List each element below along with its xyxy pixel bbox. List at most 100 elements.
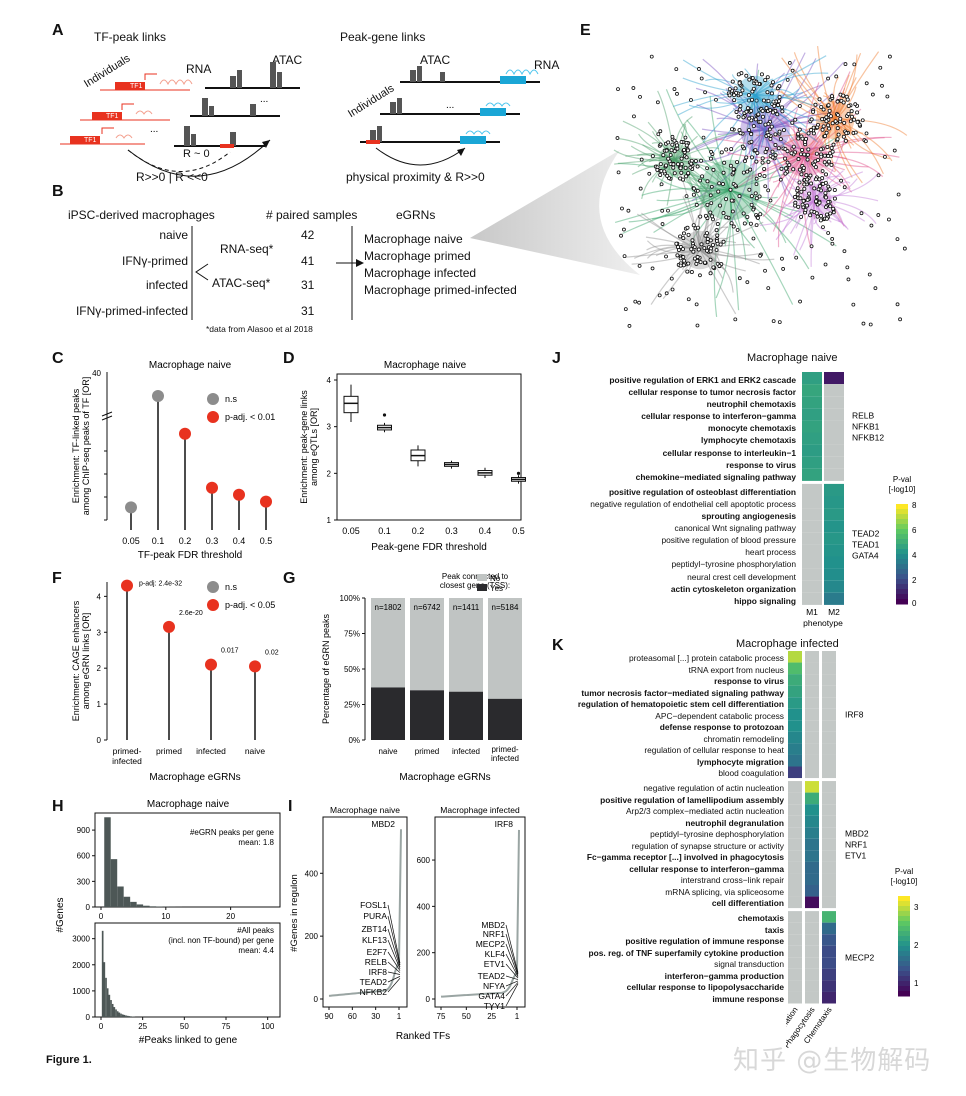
network-edge [794, 199, 816, 222]
k-cell [805, 743, 819, 755]
network-node [695, 188, 700, 193]
c-xtick-label: 0.4 [233, 536, 246, 546]
network-node [754, 81, 759, 86]
network-edge [699, 249, 764, 257]
h-title: Macrophage naive [147, 799, 230, 810]
network-edge [653, 189, 731, 234]
network-node [637, 300, 641, 305]
egrn-primed: Macrophage primed [364, 249, 471, 263]
network-node [737, 276, 742, 281]
network-node [703, 213, 708, 218]
network-edge [617, 138, 676, 161]
j-cbar-seg [896, 524, 908, 530]
network-edge [641, 187, 731, 196]
network-node [795, 192, 800, 197]
network-edge [699, 225, 729, 251]
network-node [729, 198, 734, 203]
k-term-13: Arp2/3 complex−mediated actin nucleation [625, 806, 784, 817]
c-point [179, 427, 191, 440]
c-ytick-label: 40 [92, 369, 101, 378]
network-node [627, 324, 632, 328]
f-ytick-label: 0 [97, 736, 102, 745]
i-left-tf-pointer [387, 928, 401, 968]
network-node [817, 184, 822, 189]
network-node [675, 146, 680, 151]
network-node [631, 86, 636, 90]
network-node [747, 116, 752, 121]
network-edge [834, 86, 857, 121]
k-cell [788, 754, 802, 767]
network-node [672, 138, 677, 143]
network-edge [702, 94, 756, 143]
network-edge [774, 119, 836, 167]
d-ytick-label: 1 [327, 516, 332, 525]
k-term-7: chromatin remodeling [703, 733, 784, 744]
k-cell [805, 896, 819, 909]
k-term-labels: proteasomal [...] protein catabolic proc… [560, 653, 784, 1005]
network-edge [834, 119, 853, 178]
network-edge [729, 189, 787, 244]
k-cell [822, 731, 836, 744]
network-node [806, 131, 811, 136]
k-cell [822, 968, 836, 981]
network-edge [665, 89, 731, 191]
network-node [699, 158, 704, 163]
k-cell [788, 685, 802, 698]
network-node [898, 317, 902, 322]
network-node [735, 228, 740, 232]
network-node [658, 129, 663, 134]
k-cell [788, 731, 802, 744]
g-bar-yes [410, 690, 444, 740]
d-ytick-label: 4 [327, 376, 332, 385]
network-edge [706, 146, 731, 191]
j-tf-label: GATA4 [852, 550, 879, 560]
k-cell [805, 934, 819, 946]
network-node [749, 202, 754, 207]
h-top-annotation: #eGRN peaks per gene [190, 828, 275, 837]
f-legend-sig-label: p-adj. < 0.05 [225, 600, 275, 610]
g-bar-no [371, 598, 405, 688]
i-left-tf-label: PURA [363, 911, 387, 921]
network-node [747, 187, 752, 192]
k-cbar-title2: [-log10] [891, 877, 918, 886]
svg-text:TF1: TF1 [84, 137, 97, 144]
network-edge [762, 154, 806, 218]
k-cell [822, 674, 836, 686]
network-edge [674, 131, 687, 161]
i-right-tf-pointer [505, 943, 519, 976]
j-cell-m1 [802, 580, 822, 593]
k-cell [788, 861, 802, 874]
network-edge [754, 94, 787, 172]
h-bot-annotation: (incl. non TF-bound) per gene [168, 936, 274, 945]
egrn-naive: Macrophage naive [364, 232, 463, 246]
network-edge [817, 46, 836, 121]
k-cell [805, 720, 819, 732]
k-cbar-seg [898, 916, 910, 922]
g-bar-no [449, 598, 483, 692]
j-cell-m1 [802, 372, 822, 385]
chart-c: Macrophage naive 40 0.05 0.1 0.2 0.3 0.4 0.5 TF-… [71, 360, 275, 560]
network-edge [699, 249, 713, 273]
k-cell [805, 922, 819, 935]
k-cell [805, 792, 819, 805]
h-bot-ytick-label: 1000 [72, 987, 90, 996]
i-right-tf-label: MBD2 [481, 920, 505, 930]
network-node [744, 73, 749, 78]
network-edge [804, 119, 836, 132]
network-edge [699, 249, 737, 315]
network-node [804, 203, 809, 208]
i-right-tf-pointer [505, 980, 519, 987]
j-term-6: cellular response to interleukin−1 [662, 447, 796, 458]
i-right-ytick-label: 400 [417, 902, 431, 911]
svg-text:TF1: TF1 [106, 113, 119, 120]
j-cbar-seg [896, 509, 908, 515]
network-node [845, 97, 850, 102]
c-xlabel: TF-peak FDR threshold [138, 550, 242, 560]
i-left-tf-pointer [387, 939, 401, 969]
k-cell [822, 720, 836, 732]
k-cell [805, 697, 819, 709]
j-cell-m2 [824, 468, 844, 481]
i-right-ytick-label: 200 [417, 949, 431, 958]
network-node [727, 93, 732, 98]
i-right-tf-pointer [505, 924, 519, 973]
